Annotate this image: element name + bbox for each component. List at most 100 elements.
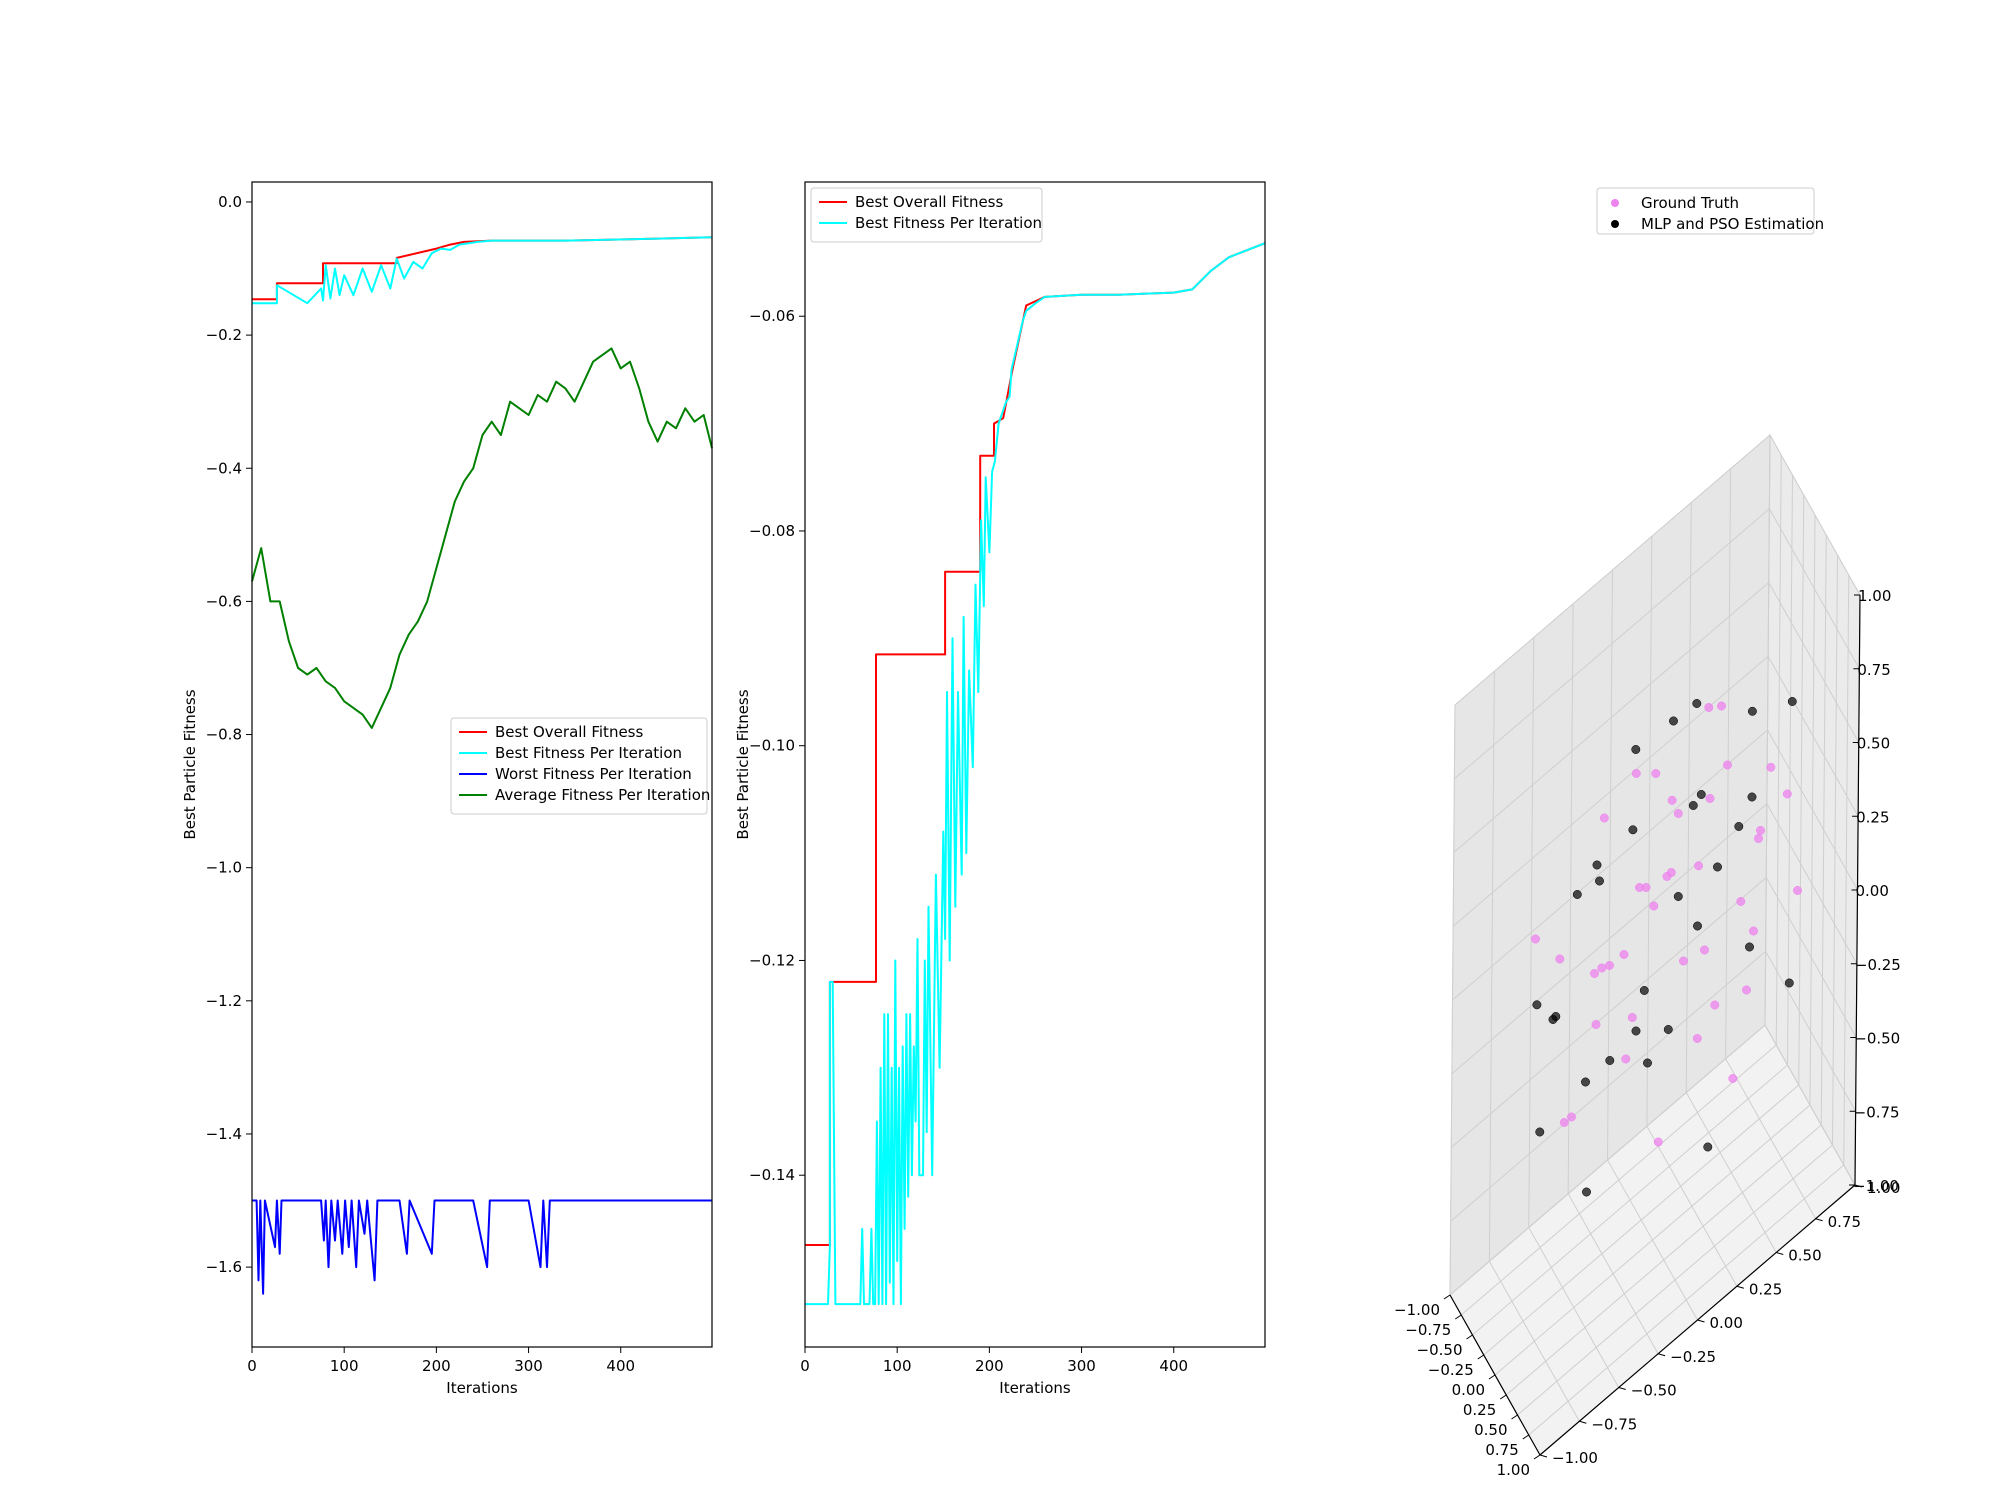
scatter-point-1	[1532, 1000, 1542, 1010]
y-tick-mark	[1776, 1252, 1784, 1255]
y-tick-label: −1.0	[206, 859, 242, 877]
scatter-point-1	[1669, 716, 1678, 726]
legend-marker	[1611, 199, 1619, 207]
x-tick-label: 1.00	[1497, 1461, 1530, 1479]
series-line-3	[251, 347, 713, 729]
x-tick-label: 0.75	[1485, 1441, 1518, 1459]
side-grid-line	[1452, 655, 1769, 927]
plot-area	[805, 182, 1265, 1347]
scatter-point-0	[1651, 769, 1661, 778]
scatter-point-1	[1688, 801, 1698, 810]
floor-grid-line	[1646, 1126, 1738, 1287]
scatter-point-1	[1581, 1077, 1590, 1087]
side-grid-line	[1685, 502, 1692, 1093]
legend-entry-label: Average Fitness Per Iteration	[495, 786, 710, 804]
scatter-point-0	[1736, 897, 1746, 906]
scatter-point-1	[1747, 792, 1757, 802]
y-tick-mark	[1815, 1218, 1823, 1222]
y-tick-label: −0.50	[1631, 1382, 1677, 1400]
z-tick-label: 0.75	[1857, 661, 1890, 679]
fitness-history-panel: 0 100 200 300 400 0.0 −0.2 −0.4 −0.6 −0.8 −1.0 −1.2…	[181, 181, 713, 1397]
back-grid-line	[1820, 534, 1827, 1126]
side-grid-line	[1453, 582, 1770, 853]
scatter-point-1	[1787, 697, 1797, 706]
back-grid-line	[1768, 508, 1860, 669]
legend-entry-label: Ground Truth	[1641, 194, 1739, 212]
x-tick-mark	[1522, 1434, 1530, 1440]
x-tick-label: 200	[422, 1357, 451, 1375]
scatter-point-0	[1567, 1112, 1576, 1122]
y-tick-label: −1.2	[206, 992, 242, 1010]
scatter-point-1	[1713, 862, 1722, 872]
y-tick-label: −0.10	[749, 737, 795, 755]
scatter-point-1	[1582, 1187, 1591, 1197]
y-tick-mark	[1657, 1353, 1666, 1357]
scatter-point-0	[1717, 701, 1726, 711]
scatter-point-0	[1591, 1020, 1601, 1029]
axes-frame	[804, 181, 1266, 1348]
x-tick-label: 0	[800, 1357, 810, 1375]
x-tick-label: 400	[606, 1357, 635, 1375]
x-tick-mark	[1477, 1354, 1485, 1360]
z-tick-label: 0.25	[1856, 808, 1889, 826]
scatter-point-0	[1531, 934, 1540, 944]
scatter-point-0	[1631, 769, 1641, 778]
scatter-point-0	[1710, 1000, 1720, 1010]
x-axis-label: Iterations	[999, 1379, 1071, 1397]
y-tick-label: 0.0	[218, 193, 242, 211]
y-tick-label: −0.25	[1670, 1348, 1716, 1366]
scatter-point-0	[1700, 945, 1709, 955]
scatter-point-1	[1628, 825, 1638, 835]
legend-marker	[1611, 220, 1619, 228]
scatter-point-1	[1692, 699, 1702, 708]
back-grid-line	[1769, 434, 1861, 596]
back-grid-line	[1767, 656, 1859, 817]
back-grid-line	[1767, 729, 1858, 891]
legend-entry-label: MLP and PSO Estimation	[1641, 215, 1824, 233]
legend-entry-label: Best Fitness Per Iteration	[855, 214, 1042, 232]
y-tick-label: 0.75	[1828, 1213, 1861, 1231]
legend-box	[1596, 187, 1815, 235]
y-tick-label: 0.25	[1749, 1280, 1782, 1298]
scatter-point-0	[1621, 1054, 1631, 1064]
scatter-point-0	[1749, 926, 1758, 936]
scatter-point-1	[1551, 1012, 1561, 1021]
legend-entry-label: Worst Fitness Per Iteration	[495, 765, 692, 783]
scatter-point-0	[1694, 861, 1704, 871]
scatter-point-1	[1643, 1058, 1652, 1068]
y-tick-label: −0.2	[206, 326, 242, 344]
x-tick-mark	[1466, 1334, 1473, 1340]
scatter-point-0	[1599, 813, 1609, 823]
floor-grid-line	[1685, 1092, 1777, 1253]
scatter-point-0	[1704, 703, 1714, 712]
x-tick-label: −0.50	[1417, 1341, 1463, 1359]
x-axis-label: Iterations	[446, 1379, 518, 1397]
scatter-point-1	[1693, 921, 1702, 931]
scatter-point-1	[1747, 706, 1757, 716]
z-tick-label: −0.50	[1854, 1030, 1900, 1048]
x-tick-label: 300	[1067, 1357, 1096, 1375]
scatter-point-1	[1592, 860, 1602, 870]
scatter-point-1	[1673, 892, 1683, 901]
scatter-point-1	[1605, 1056, 1615, 1065]
y-tick-label: −0.75	[1591, 1415, 1637, 1433]
scatter-point-0	[1555, 954, 1565, 964]
side-grid-line	[1764, 434, 1771, 1026]
back-grid-line	[1843, 574, 1850, 1166]
x-tick-label: 100	[883, 1357, 912, 1375]
scatter-point-1	[1745, 942, 1754, 952]
scatter-point-0	[1619, 950, 1629, 959]
scatter-point-0	[1673, 809, 1683, 818]
scatter-point-0	[1754, 834, 1763, 843]
scatter-point-1	[1696, 790, 1706, 799]
scatter-point-0	[1667, 795, 1677, 805]
z-tick-label: 0.00	[1856, 882, 1889, 900]
y-axis-label: Best Particle Fitness	[734, 689, 752, 839]
scatter-point-0	[1782, 789, 1792, 799]
scatter-point-1	[1535, 1127, 1545, 1137]
y-tick-label: 1.00	[1867, 1179, 1900, 1197]
y-axis-label: Best Particle Fitness	[181, 689, 199, 839]
y-tick-label: −0.12	[749, 951, 795, 969]
legend-box	[450, 717, 708, 815]
